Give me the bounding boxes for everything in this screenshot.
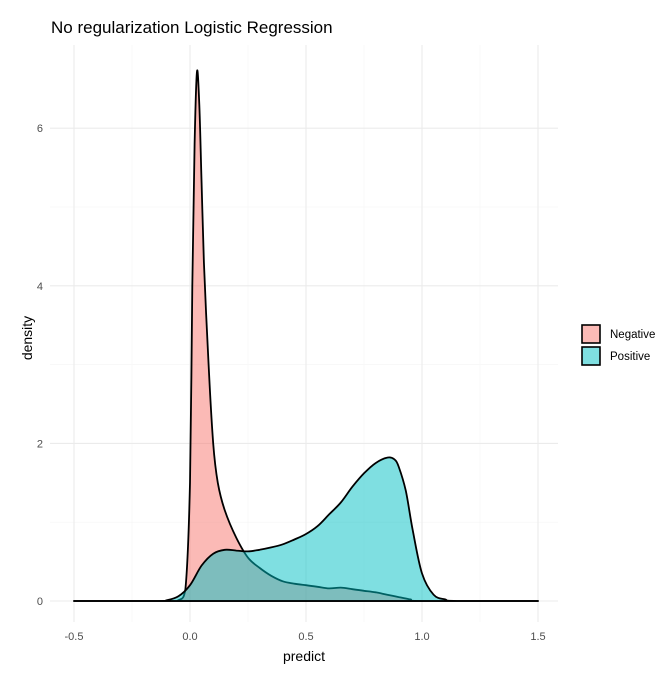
density-area-positive <box>73 456 539 602</box>
legend-label-positive: Positive <box>610 351 650 363</box>
x-tick-label: 1.0 <box>414 631 429 643</box>
legend-key-negative <box>581 324 601 344</box>
x-tick-label: 0.0 <box>182 631 197 643</box>
y-tick-label: 2 <box>37 438 43 450</box>
y-tick-label: 6 <box>37 123 43 135</box>
x-tick-label: 0.5 <box>298 631 313 643</box>
density-series <box>73 69 539 602</box>
y-axis-ticks: 0 2 4 6 <box>37 123 43 608</box>
y-tick-label: 4 <box>37 281 43 293</box>
y-axis-title: density <box>19 316 35 360</box>
chart-title: No regularization Logistic Regression <box>51 18 333 37</box>
x-axis-title: predict <box>283 648 325 664</box>
legend-key-positive <box>581 346 601 366</box>
x-tick-label: 1.5 <box>530 631 545 643</box>
legend-label-negative: Negative <box>610 329 655 341</box>
x-axis-ticks: -0.5 0.0 0.5 1.0 1.5 <box>65 631 546 643</box>
y-tick-label: 0 <box>37 596 43 608</box>
legend: Negative Positive <box>581 324 655 366</box>
x-tick-label: -0.5 <box>65 631 84 643</box>
